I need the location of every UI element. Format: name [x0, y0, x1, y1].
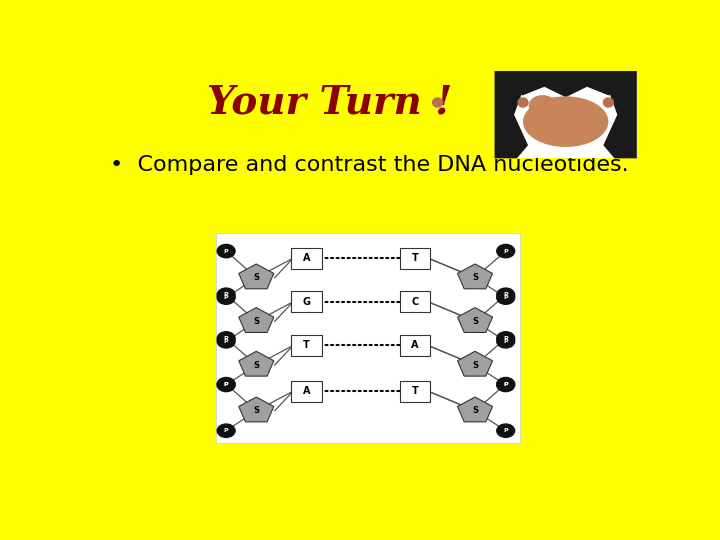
Text: P: P — [224, 336, 228, 341]
FancyBboxPatch shape — [292, 248, 322, 268]
Text: P: P — [224, 382, 228, 388]
Text: T: T — [411, 253, 418, 263]
Circle shape — [497, 377, 515, 391]
FancyBboxPatch shape — [292, 381, 322, 402]
Circle shape — [217, 379, 235, 392]
Text: •  Compare and contrast the DNA nucleotides.: • Compare and contrast the DNA nucleotid… — [109, 154, 628, 174]
Text: P: P — [224, 339, 228, 344]
Polygon shape — [457, 264, 492, 289]
Text: S: S — [472, 406, 478, 415]
Text: A: A — [302, 386, 310, 396]
Polygon shape — [495, 71, 528, 158]
Text: A: A — [302, 253, 310, 263]
Text: P: P — [503, 248, 508, 254]
Text: P: P — [224, 248, 228, 254]
Circle shape — [217, 288, 235, 301]
Circle shape — [217, 377, 235, 391]
Text: P: P — [224, 292, 228, 297]
Text: P: P — [503, 428, 508, 433]
Circle shape — [497, 245, 515, 258]
Ellipse shape — [688, 97, 699, 107]
Polygon shape — [239, 308, 274, 333]
Text: S: S — [472, 317, 478, 326]
Text: Your Turn !: Your Turn ! — [207, 83, 453, 121]
FancyBboxPatch shape — [292, 335, 322, 356]
Text: P: P — [503, 382, 508, 387]
Circle shape — [497, 291, 515, 305]
Text: G: G — [302, 297, 310, 307]
Polygon shape — [495, 71, 637, 97]
FancyBboxPatch shape — [495, 71, 637, 158]
Circle shape — [497, 288, 515, 301]
Text: P: P — [503, 382, 508, 388]
Polygon shape — [457, 397, 492, 422]
Text: S: S — [253, 317, 259, 326]
Text: C: C — [411, 297, 418, 307]
Text: P: P — [503, 295, 508, 300]
Text: S: S — [253, 361, 259, 369]
Circle shape — [217, 335, 235, 348]
FancyBboxPatch shape — [400, 248, 430, 268]
Ellipse shape — [603, 97, 614, 107]
Text: T: T — [303, 340, 310, 350]
Circle shape — [497, 424, 515, 437]
Circle shape — [217, 332, 235, 345]
Text: P: P — [224, 428, 228, 433]
FancyBboxPatch shape — [292, 292, 322, 312]
Text: P: P — [503, 336, 508, 341]
Polygon shape — [457, 352, 492, 376]
FancyBboxPatch shape — [215, 233, 520, 443]
Text: P: P — [503, 292, 508, 297]
Text: S: S — [472, 273, 478, 282]
Ellipse shape — [517, 97, 528, 107]
Text: S: S — [253, 273, 259, 282]
Circle shape — [217, 245, 235, 258]
Polygon shape — [239, 264, 274, 289]
Circle shape — [497, 332, 515, 345]
Polygon shape — [239, 397, 274, 422]
Text: P: P — [503, 339, 508, 344]
FancyBboxPatch shape — [400, 381, 430, 402]
Polygon shape — [239, 352, 274, 376]
Circle shape — [497, 379, 515, 392]
Text: A: A — [411, 340, 418, 350]
Text: T: T — [411, 386, 418, 396]
Text: P: P — [224, 295, 228, 300]
Text: S: S — [253, 406, 259, 415]
Ellipse shape — [523, 96, 608, 147]
Ellipse shape — [528, 95, 557, 117]
Circle shape — [217, 424, 235, 437]
FancyBboxPatch shape — [400, 292, 430, 312]
Circle shape — [497, 335, 515, 348]
Ellipse shape — [432, 97, 444, 107]
Text: S: S — [472, 361, 478, 369]
Circle shape — [217, 291, 235, 305]
Polygon shape — [603, 71, 637, 158]
FancyBboxPatch shape — [400, 335, 430, 356]
Text: P: P — [224, 382, 228, 387]
Polygon shape — [457, 308, 492, 333]
